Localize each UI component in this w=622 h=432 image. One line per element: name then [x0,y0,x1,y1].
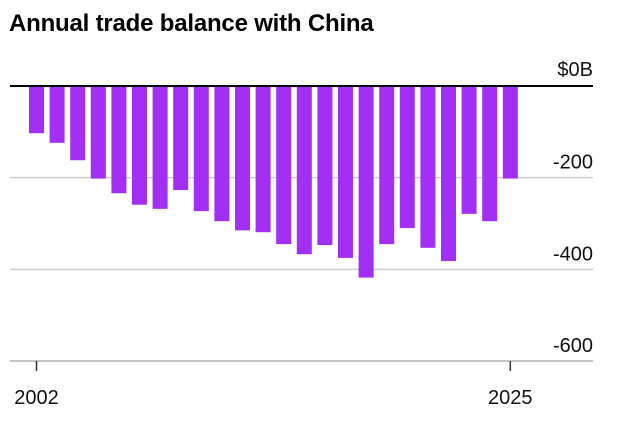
x-tick-label: 2025 [488,387,533,409]
x-axis: 2002 2025 [10,360,593,409]
bar-2024 [482,86,498,222]
bar-2010 [193,86,209,212]
bar-2020 [399,86,415,229]
chart-title: Annual trade balance with China [9,10,374,37]
bar-series [29,86,518,278]
y-tick-labels: $0B -200 -400 -600 [553,59,593,357]
bar-2015 [296,86,312,255]
bar-2023 [461,86,477,214]
y-tick-label: -200 [553,152,593,174]
bar-2018 [358,86,374,278]
bar-2002 [29,86,44,134]
bar-2005 [90,86,106,179]
bar-2019 [379,86,395,245]
bar-2007 [132,86,147,205]
bar-2011 [214,86,230,222]
bar-2013 [255,86,271,233]
x-tick-label: 2002 [14,387,59,409]
y-tick-label: $0B [557,59,593,81]
bar-2009 [173,86,189,191]
bar-2012 [235,86,250,231]
y-tick-label: -400 [553,243,593,265]
bar-2025 [502,86,518,179]
bar-2003 [49,86,65,143]
bar-2017 [338,86,353,258]
bar-2008 [152,86,168,209]
bar-2022 [441,86,456,262]
bar-2016 [317,86,333,246]
bar-2021 [420,86,436,248]
bar-2006 [111,86,127,194]
bar-2014 [276,86,292,245]
y-tick-label: -600 [553,335,593,357]
bar-2004 [70,86,86,161]
